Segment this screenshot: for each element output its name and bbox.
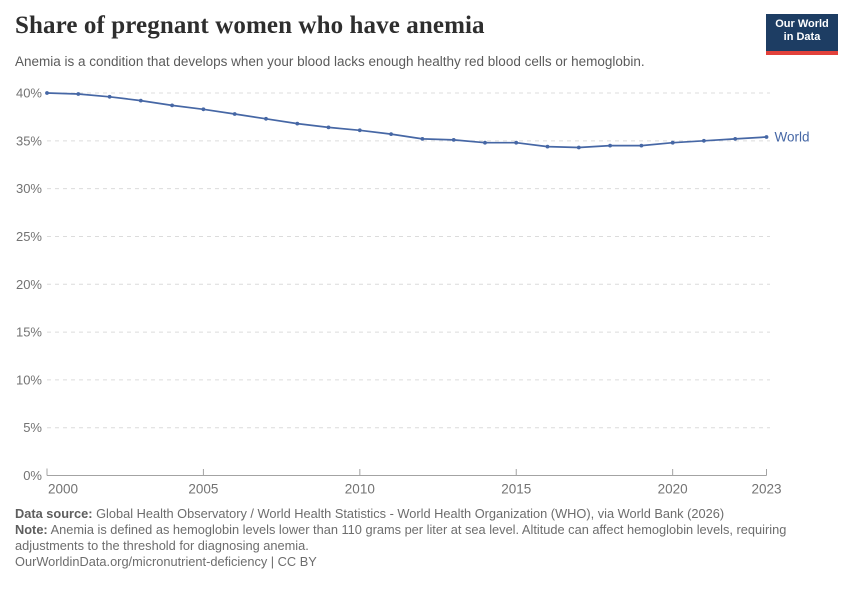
note-line: Note: Anemia is defined as hemoglobin le…	[15, 522, 810, 554]
y-axis-tick-label: 30%	[16, 181, 42, 196]
x-axis-tick-label: 2015	[501, 482, 531, 497]
owid-logo-line2: in Data	[783, 31, 821, 43]
owid-logo-line1: Our World	[775, 18, 829, 30]
y-axis-tick-label: 5%	[23, 420, 42, 435]
x-axis-tick-label: 2010	[345, 482, 375, 497]
series-label: World	[775, 130, 810, 145]
data-point	[764, 135, 769, 139]
data-point	[389, 132, 393, 137]
data-point	[357, 128, 362, 133]
x-axis-tick-label: 2020	[658, 482, 688, 497]
data-source-line: Data source: Global Health Observatory /…	[15, 506, 815, 522]
chart-subtitle: Anemia is a condition that develops when…	[15, 54, 645, 69]
data-point	[514, 140, 519, 145]
data-point	[232, 112, 237, 116]
x-axis-tick-label: 2000	[48, 482, 78, 497]
y-axis-tick-label: 10%	[16, 372, 42, 387]
x-axis-tick-label: 2023	[751, 482, 781, 497]
data-point	[420, 137, 425, 141]
data-line	[46, 92, 767, 149]
data-point	[201, 107, 206, 112]
data-point	[483, 140, 487, 145]
data-point	[326, 125, 331, 130]
y-axis-tick-label: 15%	[16, 325, 42, 340]
y-axis-tick-label: 25%	[16, 229, 42, 244]
data-point	[670, 140, 675, 145]
data-point	[733, 137, 738, 141]
data-point	[639, 143, 644, 148]
note-label: Note:	[15, 521, 48, 537]
footer-url[interactable]: OurWorldinData.org/micronutrient-deficie…	[15, 553, 317, 569]
y-axis-tick-label: 35%	[16, 133, 42, 148]
data-source-text: Global Health Observatory / World Health…	[96, 506, 725, 521]
x-axis-tick-label: 2005	[188, 482, 218, 497]
data-point	[264, 116, 268, 121]
chart-footer: Data source: Global Health Observatory /…	[15, 506, 815, 570]
data-source-label: Data source:	[15, 506, 93, 521]
y-axis-tick-label: 40%	[16, 86, 42, 101]
data-point	[107, 94, 112, 99]
data-point	[45, 91, 49, 95]
data-point	[702, 138, 706, 143]
y-axis-tick-label: 0%	[23, 468, 42, 483]
page-title: Share of pregnant women who have anemia	[15, 12, 485, 39]
note-text: Anemia is defined as hemoglobin levels l…	[15, 521, 787, 553]
data-point	[76, 92, 81, 96]
data-point	[295, 121, 300, 126]
data-point	[545, 144, 550, 149]
data-point	[138, 98, 143, 103]
y-axis-tick-label: 20%	[16, 277, 42, 292]
data-point	[451, 138, 456, 142]
line-chart: 0% 5% 10% 15% 20% 25% 30% 35% 40% 2000 2005 2010 201…	[16, 86, 810, 497]
data-point	[576, 145, 581, 150]
data-point	[608, 143, 612, 148]
owid-logo[interactable]: Our World in Data	[766, 14, 838, 55]
data-point	[170, 103, 175, 108]
